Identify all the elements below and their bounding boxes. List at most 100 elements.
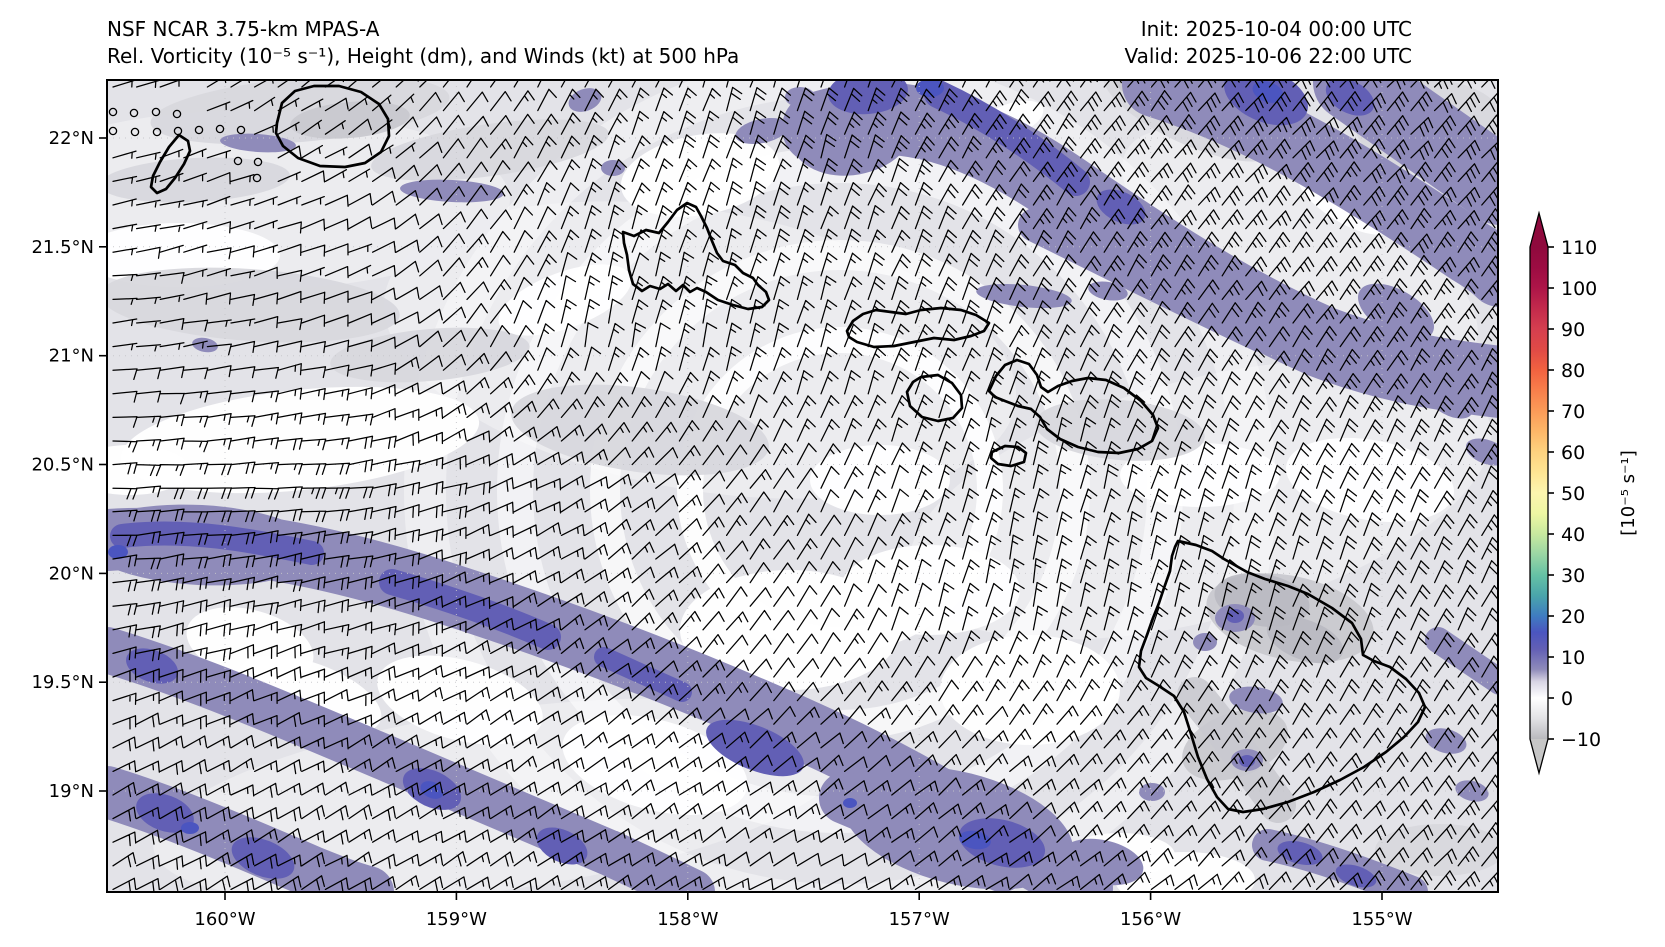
- calm-wind-circle: [173, 126, 183, 136]
- vorticity-blob: [1252, 81, 1284, 103]
- vorticity-band: [924, 80, 1090, 196]
- island-outline-niihau: [149, 133, 192, 195]
- calm-wind-circle: [151, 107, 161, 117]
- vorticity-band: [1425, 627, 1498, 695]
- lat-tick-label: 21.5°N: [31, 237, 94, 258]
- calm-wind-circle: [236, 125, 246, 135]
- colorbar-gradient: [1530, 247, 1548, 739]
- vorticity-band: [594, 647, 692, 702]
- calm-wind-circle: [194, 125, 204, 135]
- lon-tick-label: 155°W: [1351, 909, 1412, 930]
- vorticity-blob: [1226, 609, 1244, 623]
- vorticity-band: [1018, 208, 1277, 352]
- colorbar-tick-label: 40: [1561, 524, 1585, 546]
- vorticity-blob: [959, 830, 991, 850]
- vorticity-blob: [1375, 824, 1498, 876]
- lat-tick-label: 20°N: [49, 563, 94, 584]
- vorticity-blob: [400, 179, 504, 203]
- island-outline-kahoolawe: [989, 444, 1028, 468]
- figure-title: NSF NCAR 3.75-km MPAS-A: [107, 17, 380, 41]
- vorticity-blob: [107, 157, 290, 203]
- island-outline-hawaii: [1137, 539, 1427, 814]
- colorbar-tick-label: 10: [1561, 647, 1585, 669]
- colorbar-tick-label: 0: [1561, 688, 1573, 710]
- calm-wind-circle: [129, 108, 139, 118]
- axes-border: [106, 79, 1499, 893]
- vorticity-blob: [420, 781, 444, 799]
- vorticity-blob: [181, 822, 199, 834]
- vorticity-blob: [601, 160, 625, 176]
- vorticity-blob: [916, 80, 944, 97]
- vorticity-blob: [108, 545, 128, 559]
- lon-tick-label: 156°W: [1120, 909, 1181, 930]
- lat-tick-label: 21°N: [49, 346, 94, 367]
- vorticity-blob: [810, 445, 950, 515]
- lat-axis: 22°N 21.5°N 21°N 20.5°N 20°N 19.5°N 19°N: [31, 128, 107, 802]
- calm-wind-circle: [233, 156, 243, 166]
- vorticity-blob: [1425, 728, 1467, 754]
- lat-tick-label: 20.5°N: [31, 455, 94, 476]
- lon-tick-label: 158°W: [657, 909, 718, 930]
- vorticity-blob: [231, 837, 295, 879]
- vorticity-blob: [1286, 437, 1454, 523]
- lat-tick-label: 22°N: [49, 128, 94, 149]
- map-plot-area: [107, 80, 1498, 892]
- vorticity-blob: [192, 337, 218, 353]
- colorbar-tick-label: 50: [1561, 483, 1585, 505]
- calm-wind-circle: [252, 173, 262, 183]
- colorbar-tick-label: 20: [1561, 606, 1585, 628]
- vorticity-band: [379, 569, 561, 650]
- vorticity-blob: [371, 119, 609, 181]
- calm-wind-circle: [215, 124, 225, 134]
- lon-tick-label: 160°W: [194, 909, 255, 930]
- lon-tick-label: 159°W: [426, 909, 487, 930]
- lon-tick-label: 157°W: [889, 909, 950, 930]
- vorticity-blob: [1335, 864, 1377, 888]
- vorticity-blob: [1193, 633, 1217, 651]
- colorbar-tick-label: −10: [1561, 729, 1601, 751]
- vorticity-blob: [1325, 80, 1375, 116]
- vorticity-blob: [536, 827, 588, 865]
- valid-time-label: Valid: 2025-10-06 22:00 UTC: [1124, 44, 1412, 68]
- colorbar-unit-label: [10⁻⁵ s⁻¹]: [1618, 450, 1639, 535]
- colorbar-tick-label: 100: [1561, 278, 1597, 300]
- colorbar-under-arrow: [1530, 739, 1548, 773]
- vorticity-blob: [843, 798, 857, 808]
- vorticity-field: [107, 80, 1498, 892]
- calm-wind-circle: [130, 127, 140, 137]
- island-outline-oahu: [621, 201, 771, 311]
- island-outline-kauai: [274, 84, 391, 169]
- vorticity-blob: [1229, 686, 1283, 714]
- lon-axis: 160°W 159°W 158°W 157°W 156°W 155°W: [194, 892, 1413, 930]
- lat-tick-label: 19°N: [49, 781, 94, 802]
- calm-wind-circle: [152, 127, 162, 137]
- colorbar-tick-label: 60: [1561, 442, 1585, 464]
- calm-wind-circle: [108, 126, 118, 136]
- calm-wind-circle: [172, 109, 182, 119]
- wind-barbs-layer: [108, 80, 1498, 892]
- island-outline-molokai: [845, 306, 991, 349]
- vorticity-blob: [785, 87, 815, 107]
- colorbar-tick-label: 30: [1561, 565, 1585, 587]
- vorticity-blob: [735, 117, 789, 145]
- vorticity-blob: [1266, 616, 1344, 664]
- figure-subtitle: Rel. Vorticity (10⁻⁵ s⁻¹), Height (dm), …: [107, 44, 739, 68]
- vorticity-blob: [1455, 780, 1489, 802]
- vorticity-blob: [1139, 783, 1165, 801]
- colorbar-over-arrow: [1530, 213, 1548, 247]
- vorticity-blob: [330, 327, 530, 383]
- white-arc: [677, 327, 1003, 653]
- wind-barbs: [112, 80, 1498, 892]
- init-time-label: Init: 2025-10-04 00:00 UTC: [1141, 17, 1412, 41]
- vorticity-blob: [1277, 840, 1323, 866]
- calm-wind-circle: [253, 157, 263, 167]
- colorbar-tick-label: 70: [1561, 401, 1585, 423]
- vorticity-blob: [107, 445, 190, 495]
- calm-wind-circle: [108, 107, 118, 117]
- lat-tick-label: 19.5°N: [31, 672, 94, 693]
- vorticity-blob: [1358, 283, 1434, 341]
- vorticity-band: [1122, 80, 1498, 307]
